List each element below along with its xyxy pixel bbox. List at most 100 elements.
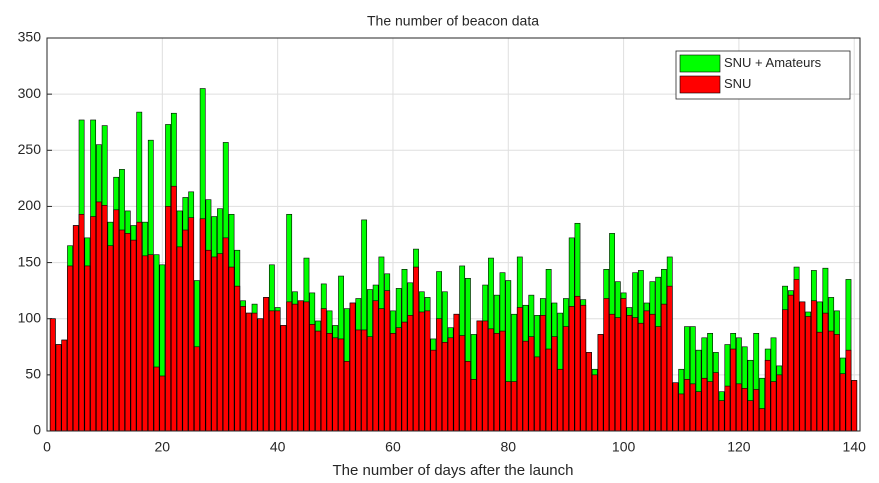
bar bbox=[666, 285, 673, 432]
bar bbox=[776, 374, 783, 432]
bar bbox=[366, 336, 373, 432]
bar bbox=[626, 315, 633, 432]
chart-title: The number of beacon data bbox=[367, 13, 539, 29]
bar bbox=[724, 385, 731, 432]
bar bbox=[799, 301, 806, 432]
bar bbox=[113, 209, 120, 432]
bar bbox=[822, 312, 829, 432]
bar bbox=[528, 336, 535, 432]
bar bbox=[199, 218, 206, 432]
bar bbox=[274, 310, 281, 432]
bar bbox=[712, 372, 719, 432]
bar bbox=[78, 213, 85, 432]
x-tick-label: 20 bbox=[155, 439, 171, 455]
bar bbox=[67, 265, 73, 432]
x-tick-label: 40 bbox=[270, 439, 286, 455]
legend-swatch bbox=[679, 54, 721, 73]
bar bbox=[551, 336, 558, 432]
bar bbox=[165, 206, 171, 432]
bar bbox=[511, 381, 517, 432]
bar bbox=[459, 335, 466, 432]
bar bbox=[424, 310, 431, 432]
bar bbox=[839, 373, 846, 432]
bar bbox=[413, 266, 419, 432]
y-tick-label: 150 bbox=[18, 253, 42, 269]
axes-box bbox=[46, 37, 861, 432]
bar bbox=[534, 356, 541, 432]
bar bbox=[268, 310, 275, 432]
bar bbox=[361, 329, 368, 432]
bar bbox=[130, 239, 137, 432]
bar bbox=[332, 337, 339, 432]
legend-swatch bbox=[679, 75, 721, 94]
bar bbox=[49, 318, 56, 432]
bar bbox=[447, 337, 454, 432]
bar bbox=[488, 328, 494, 432]
bar bbox=[557, 368, 564, 432]
bar bbox=[84, 265, 91, 432]
bar bbox=[72, 225, 79, 432]
bar bbox=[845, 349, 852, 432]
bar bbox=[245, 312, 252, 432]
y-tick-label: 200 bbox=[18, 197, 42, 213]
bar bbox=[730, 348, 737, 432]
bar bbox=[672, 382, 679, 432]
bar bbox=[147, 254, 154, 432]
bar bbox=[142, 255, 148, 432]
bar bbox=[309, 324, 316, 432]
bar bbox=[516, 307, 523, 432]
bar bbox=[222, 237, 229, 432]
bar bbox=[787, 294, 794, 432]
bar bbox=[707, 381, 713, 432]
bar bbox=[401, 321, 408, 432]
bar bbox=[609, 313, 615, 432]
bar bbox=[395, 327, 402, 432]
bar bbox=[257, 318, 264, 432]
bar bbox=[747, 400, 754, 432]
y-tick-label: 350 bbox=[18, 29, 42, 45]
bar bbox=[136, 221, 143, 432]
bar bbox=[430, 349, 437, 432]
bar bbox=[297, 300, 304, 432]
bar bbox=[280, 325, 287, 432]
bar bbox=[95, 201, 102, 432]
x-tick-label: 0 bbox=[43, 439, 51, 455]
bar bbox=[343, 361, 350, 432]
bar bbox=[655, 326, 662, 432]
bar bbox=[355, 329, 362, 432]
bar bbox=[505, 381, 512, 432]
bar bbox=[764, 359, 771, 432]
bar bbox=[851, 380, 858, 432]
y-tick-label: 0 bbox=[33, 422, 41, 438]
bar bbox=[574, 295, 581, 432]
bar bbox=[586, 352, 592, 432]
bar bbox=[770, 381, 777, 432]
bar bbox=[441, 341, 448, 432]
bar bbox=[320, 308, 327, 432]
bar bbox=[782, 309, 788, 432]
bar bbox=[701, 377, 708, 432]
bar bbox=[470, 379, 477, 432]
bar bbox=[678, 393, 685, 432]
bar bbox=[828, 330, 835, 432]
bar bbox=[217, 253, 223, 432]
bar bbox=[603, 298, 610, 432]
bar bbox=[695, 391, 702, 432]
bar bbox=[234, 285, 241, 432]
y-tick-label: 100 bbox=[18, 309, 42, 325]
bar bbox=[372, 300, 379, 432]
bar bbox=[816, 331, 823, 432]
bar bbox=[119, 229, 125, 432]
bar bbox=[689, 383, 696, 432]
bar bbox=[649, 313, 656, 432]
x-axis-label: The number of days after the launch bbox=[333, 462, 574, 479]
bar bbox=[55, 344, 62, 432]
bar bbox=[539, 315, 546, 432]
bar bbox=[90, 216, 97, 432]
bar bbox=[614, 317, 621, 432]
bar bbox=[107, 245, 114, 432]
bar bbox=[661, 303, 667, 432]
bar bbox=[465, 361, 471, 432]
bar bbox=[61, 339, 68, 432]
bar bbox=[251, 312, 258, 432]
